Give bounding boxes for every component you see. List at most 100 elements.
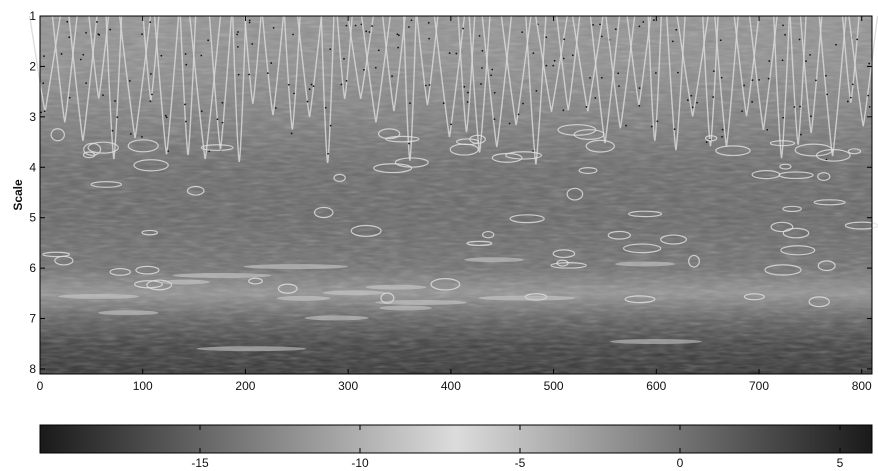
highlight-blob [573,129,605,140]
speckle [642,21,645,23]
speckle [427,21,430,24]
speckle [237,73,240,76]
y-tick-label: 7 [29,312,36,326]
highlight-blob [135,265,160,275]
speckle [614,28,617,31]
speckle [266,72,269,75]
highlight-blob [200,144,234,152]
y-axis-title: Scale [11,179,25,211]
speckle [167,150,170,153]
ridge-line [118,15,152,139]
highlight-blob [688,254,700,268]
band-highlight [615,261,675,267]
highlight-blob [141,229,159,236]
colorbar: -15 -10 -5 0 5 [39,424,873,470]
speckle [362,68,365,71]
y-tick-label: 2 [29,59,36,73]
highlight-blob [660,234,688,245]
speckle [462,27,465,30]
band-highlight [172,272,272,278]
speckle [617,72,620,75]
x-tick-label: 0 [37,379,44,393]
ridge-line [789,15,807,145]
highlight-blob [704,135,718,142]
ridge-line [500,15,532,126]
speckle [42,82,45,85]
speckle [571,54,574,57]
highlight-blob [42,251,71,258]
speckle [553,59,556,62]
speckle [66,20,69,23]
speckle [585,106,588,108]
y-tick-label: 3 [29,110,36,124]
speckle [751,101,754,103]
highlight-blob [146,279,173,291]
band-highlight [379,305,432,311]
speckle [535,89,538,92]
speckle [638,25,641,28]
band-highlight [243,264,349,270]
ridge-line [320,15,335,164]
highlight-blob [133,280,164,289]
speckle [758,78,760,81]
highlight-blob [585,139,615,153]
ridge-line [381,15,406,112]
ridge-line [283,15,301,130]
speckle [522,102,524,105]
x-tick-label: 800 [852,379,872,393]
speckle [354,24,357,27]
highlight-blob [715,145,751,157]
speckle [805,60,807,63]
speckle [43,55,45,58]
highlight-blob [248,277,263,285]
highlight-blob [430,278,461,291]
speckle [545,36,548,39]
colorbar-tick-label: -10 [351,456,369,470]
highlight-blob [552,249,576,259]
speckle [466,91,469,94]
speckle [221,101,224,104]
ridge-line [142,15,160,101]
highlight-blob [186,185,205,196]
ridge-line [468,15,491,153]
speckle [98,34,101,36]
speckle [221,121,224,124]
speckle [60,53,63,55]
ridge-line [402,15,417,161]
speckle [690,94,693,97]
speckle [149,100,152,103]
speckle [686,99,689,102]
speckle [705,141,708,144]
speckle [493,91,496,94]
speckle [768,60,771,62]
ridge-line [748,15,778,130]
colorbar-tick-label: 0 [677,456,684,470]
ridge-line [179,15,197,156]
speckle [207,39,210,42]
highlight-blob [50,128,65,142]
x-tick-label: 200 [235,379,255,393]
speckle [397,34,400,37]
speckle [650,125,653,128]
ridge-line [261,15,285,116]
speckle [490,74,492,77]
speckle [594,96,597,99]
ridge-line [702,15,719,147]
speckle [312,85,315,87]
speckle [851,83,854,86]
speckle [856,38,859,41]
speckle [766,128,769,131]
highlight-blob [557,124,597,136]
colorbar-gradient [39,424,873,454]
speckle [408,26,410,28]
highlight-blob [782,227,810,239]
speckle [327,152,329,155]
highlight-blob [373,163,413,174]
band-highlight [57,293,140,299]
highlight-blob [466,240,493,246]
highlight-blob [779,163,792,170]
ridge-line [296,15,323,118]
ridge-line [153,15,180,155]
speckle [721,135,723,138]
